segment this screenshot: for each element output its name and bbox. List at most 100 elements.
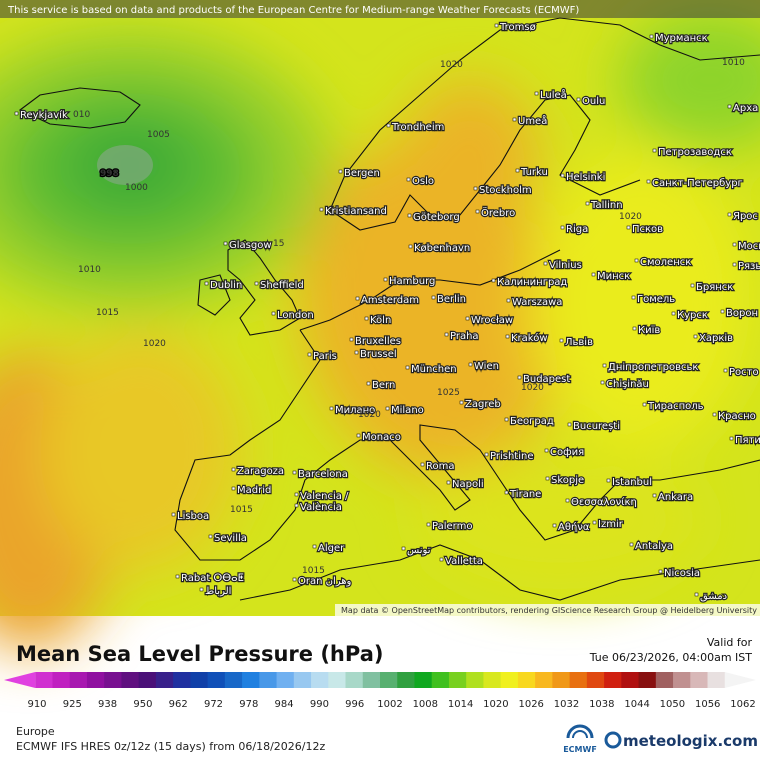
city-marker (690, 283, 695, 288)
attribution: Map data © OpenStreetMap contributors, r… (341, 606, 757, 615)
city-label: Valencia / (300, 491, 349, 502)
city-marker (545, 476, 550, 481)
color-swatch (4, 672, 36, 688)
city-marker (338, 169, 343, 174)
city-label: Wien (474, 361, 499, 372)
map: Reykjavík Tromsø Мурманск Luleå Oulu Арха Tron… (0, 0, 760, 650)
city-label: Oulu (582, 96, 605, 107)
city-label: Roma (426, 461, 455, 472)
color-swatch (397, 672, 415, 688)
isobar-label: 1000 (125, 183, 148, 193)
city-label: Milano (391, 405, 424, 416)
city-marker (312, 544, 317, 549)
isobar-label: 1010 (78, 265, 101, 275)
color-swatch (707, 672, 726, 688)
city-marker (652, 493, 657, 498)
city-label: București (573, 421, 620, 432)
city-label: Palermo (432, 521, 472, 532)
city-marker (565, 498, 570, 503)
city-label: Chişinău (606, 379, 649, 390)
city-marker (475, 209, 480, 214)
city-marker (366, 381, 371, 386)
city-label: Prishtine (490, 451, 533, 462)
brand-text: meteologix.com (623, 732, 758, 750)
city-label: Madrid (237, 485, 271, 496)
city-label: Brussel (360, 349, 397, 360)
city-label: Ankara (658, 492, 693, 503)
city-label: София (550, 447, 584, 458)
city-label: Örebro (481, 206, 515, 219)
city-marker (671, 311, 676, 316)
color-swatch (448, 672, 467, 688)
city-marker (484, 452, 489, 457)
color-swatch (259, 672, 278, 688)
city-label: Петрозаводск (658, 147, 732, 158)
city-label: تونس (407, 545, 431, 556)
city-marker (329, 406, 334, 411)
color-swatch (52, 672, 71, 688)
city-label: Napoli (452, 479, 484, 490)
legend-tick-label: 1020 (483, 699, 508, 710)
city-marker (629, 542, 634, 547)
legend-tick-label: 962 (169, 699, 188, 710)
city-marker (294, 503, 299, 508)
city-marker (231, 467, 236, 472)
color-bar: 910 925 938 950 962 972 978 984 990 996 1002 1008 10… (4, 672, 756, 710)
city-marker (408, 244, 413, 249)
color-swatch (552, 672, 571, 688)
city-marker (602, 363, 607, 368)
city-marker (465, 316, 470, 321)
legend-tick-label: 925 (63, 699, 82, 710)
color-swatch (69, 672, 88, 688)
city-marker (559, 338, 564, 343)
isobar-label: 1005 (147, 130, 170, 140)
city-label: Псков (632, 224, 663, 235)
city-marker (292, 470, 297, 475)
city-marker (223, 241, 228, 246)
city-marker (517, 375, 522, 380)
color-swatch (311, 672, 329, 688)
isobar-label: 1025 (437, 388, 460, 398)
city-marker (364, 316, 369, 321)
city-marker (420, 462, 425, 467)
city-label: Санкт-Петербург (652, 178, 743, 189)
color-swatch (604, 672, 622, 688)
city-marker (431, 295, 436, 300)
city-label: Lisboa (177, 511, 209, 522)
isobar-label: 15 (273, 239, 284, 249)
city-marker (446, 480, 451, 485)
city-label: Sevilla (214, 533, 247, 544)
city-label: Turku (520, 167, 548, 178)
city-marker (439, 557, 444, 562)
city-label: Stockholm (479, 185, 532, 196)
city-marker (385, 406, 390, 411)
valid-time: Tue 06/23/2026, 04:00am IST (589, 651, 753, 664)
color-swatch (293, 672, 312, 688)
city-marker (204, 281, 209, 286)
city-marker (592, 520, 597, 525)
city-marker (401, 546, 406, 551)
city-label: Bern (372, 380, 395, 391)
city-marker (712, 412, 717, 417)
isobar-label: 1015 (96, 308, 119, 318)
legend: Mean Sea Level Pressure (hPa) Valid for … (4, 636, 756, 710)
city-label: Львів (565, 336, 593, 348)
city-label: Смоленск (640, 257, 691, 268)
low-center (97, 145, 153, 185)
legend-tick-label: 984 (275, 699, 294, 710)
city-marker (693, 334, 698, 339)
city-marker (354, 350, 359, 355)
city-marker (642, 402, 647, 407)
city-marker (504, 417, 509, 422)
city-marker (407, 213, 412, 218)
city-marker (732, 242, 737, 247)
isobar-label: 1010 (722, 58, 745, 68)
city-marker (544, 448, 549, 453)
city-marker (504, 490, 509, 495)
city-labels: Reykjavík Tromsø Мурманск Luleå Oulu Арха Tron… (14, 21, 760, 603)
city-label: Київ (638, 325, 660, 336)
city-marker (199, 587, 204, 592)
city-label: Alger (318, 543, 345, 554)
city-label: Kraków (511, 332, 548, 344)
